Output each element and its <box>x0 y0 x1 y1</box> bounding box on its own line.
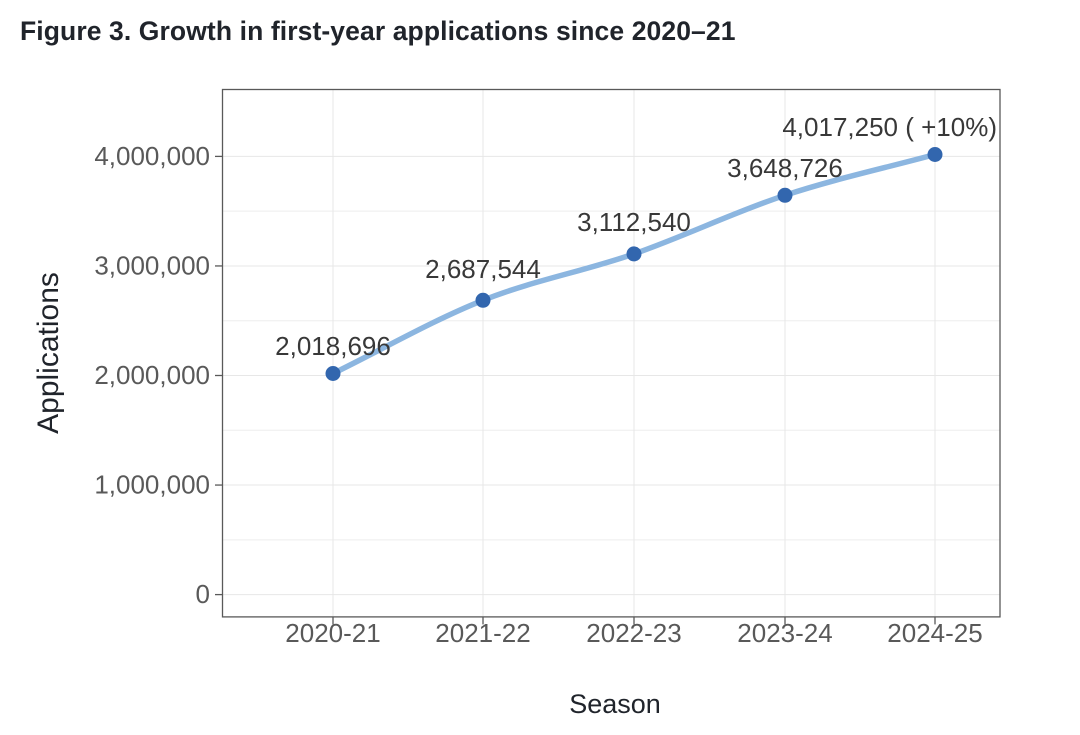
svg-text:Season: Season <box>569 689 661 719</box>
svg-text:3,648,726: 3,648,726 <box>727 153 843 183</box>
svg-text:0: 0 <box>196 579 210 609</box>
svg-text:2,000,000: 2,000,000 <box>94 360 210 390</box>
svg-text:Applications: Applications <box>32 272 65 434</box>
svg-text:2,018,696: 2,018,696 <box>275 331 391 361</box>
svg-text:4,000,000: 4,000,000 <box>94 141 210 171</box>
svg-text:4,017,250 ( +10%): 4,017,250 ( +10%) <box>782 112 997 142</box>
svg-text:3,000,000: 3,000,000 <box>94 250 210 280</box>
svg-text:1,000,000: 1,000,000 <box>94 469 210 499</box>
svg-text:3,112,540: 3,112,540 <box>577 207 691 237</box>
svg-text:2,687,544: 2,687,544 <box>425 254 541 284</box>
